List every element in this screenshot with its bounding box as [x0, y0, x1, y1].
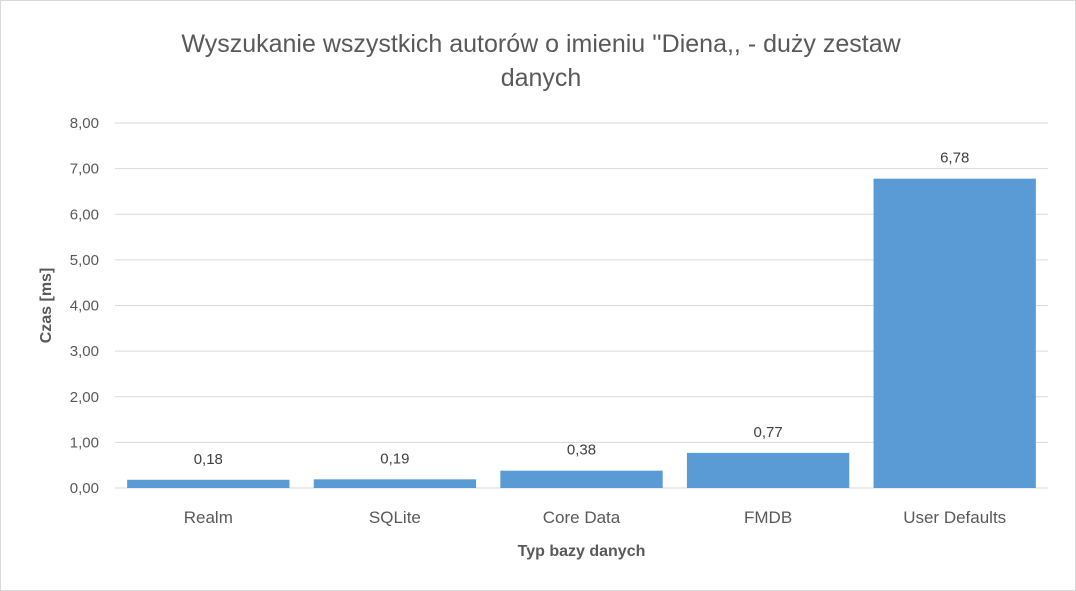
data-labels: 0,18 0,19 0,38 0,77 6,78: [194, 150, 970, 468]
data-label: 0,18: [194, 451, 223, 468]
y-tick-label: 0,00: [70, 480, 99, 497]
data-label: 0,38: [567, 442, 596, 459]
bar: [500, 470, 663, 488]
x-tick-label: User Defaults: [903, 508, 1006, 527]
data-label: 0,77: [753, 424, 782, 441]
bar: [127, 479, 290, 488]
y-tick-label: 2,00: [70, 389, 99, 406]
x-tick-label: SQLite: [369, 508, 421, 527]
y-tick-label: 7,00: [70, 161, 99, 178]
y-tick-label: 5,00: [70, 252, 99, 269]
x-axis-title: Typ bazy danych: [518, 543, 646, 560]
data-label: 0,19: [380, 450, 409, 467]
y-tick-label: 3,00: [70, 343, 99, 360]
y-tick-label: 1,00: [70, 434, 99, 451]
y-tick-label: 6,00: [70, 206, 99, 223]
bar: [686, 452, 850, 488]
data-label: 6,78: [940, 150, 969, 167]
x-axis-categories: Realm SQLite Core Data FMDB User Defaults: [184, 508, 1006, 527]
bar: [873, 178, 1036, 488]
y-tick-label: 4,00: [70, 298, 99, 315]
x-tick-label: Realm: [184, 508, 233, 527]
x-tick-label: Core Data: [543, 508, 621, 527]
bars: [127, 178, 1036, 488]
x-tick-label: FMDB: [744, 508, 792, 527]
y-tick-label: 8,00: [70, 115, 99, 132]
bar: [313, 479, 477, 488]
chart-title: Wyszukanie wszystkich autorów o imieniu …: [181, 30, 901, 92]
y-axis-title: Czas [ms]: [38, 268, 55, 344]
y-axis-ticks: 0,00 1,00 2,00 3,00 4,00 5,00 6,00 7,00 8,00: [70, 115, 99, 497]
